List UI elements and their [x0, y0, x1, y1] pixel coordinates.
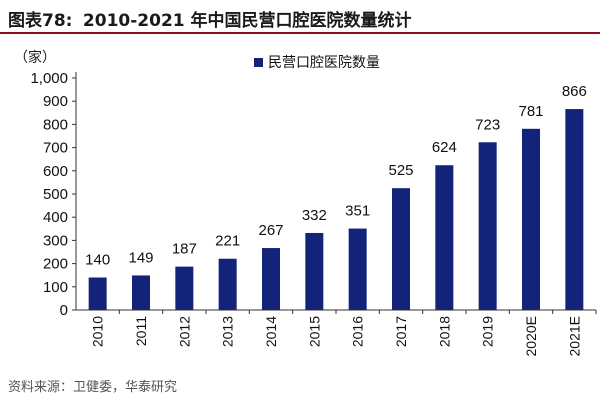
bar — [305, 232, 324, 310]
bar — [132, 275, 150, 310]
x-tick-label: 2010 — [90, 316, 106, 347]
data-label: 525 — [388, 162, 413, 179]
x-tick-label: 2013 — [220, 316, 236, 347]
y-tick-label: 200 — [43, 256, 68, 273]
figure-label: 图表78: — [8, 11, 73, 31]
data-label: 351 — [345, 203, 370, 220]
data-label: 221 — [215, 233, 240, 250]
y-axis-unit: （家） — [14, 49, 56, 66]
bar-chart: （家） 0 100 200 300 400 500 600 700 800 900 1,000 140 2… — [14, 49, 597, 356]
y-tick-label: 800 — [43, 116, 68, 133]
x-tick-label: 2020E — [523, 316, 539, 356]
data-label: 332 — [302, 207, 327, 224]
y-tick-label: 100 — [43, 279, 68, 296]
x-tick-label: 2011 — [133, 316, 149, 346]
bar — [218, 258, 237, 310]
y-tick-label: 300 — [43, 232, 68, 249]
bar — [392, 188, 410, 310]
x-tick-label: 2012 — [176, 316, 192, 347]
bar — [348, 228, 367, 310]
source-note: 资料来源：卫健委，华泰研究 — [8, 380, 178, 395]
y-tick-label: 400 — [43, 209, 68, 226]
x-tick-label: 2019 — [480, 316, 496, 347]
data-label: 149 — [128, 249, 153, 266]
figure-title-text: 2010-2021 年中国民营口腔医院数量统计 — [82, 11, 412, 31]
x-tick-label: 2018 — [436, 316, 452, 347]
title-divider — [0, 32, 600, 34]
x-tick-label: 2021E — [566, 316, 582, 356]
bar — [522, 128, 540, 310]
x-tick-label: 2016 — [350, 316, 366, 347]
bar — [435, 165, 454, 310]
x-tick-label: 2014 — [263, 316, 279, 347]
data-label: 187 — [172, 241, 197, 258]
bar — [565, 109, 584, 310]
data-label: 866 — [562, 83, 587, 100]
data-label: 781 — [518, 103, 543, 120]
data-label: 140 — [85, 252, 110, 269]
x-tick-label: 2015 — [306, 316, 322, 347]
bar — [175, 266, 194, 310]
legend-swatch — [254, 58, 263, 67]
x-tick-label: 2017 — [393, 316, 409, 347]
y-tick-label: 900 — [43, 93, 68, 110]
y-tick-label: 1,000 — [30, 70, 68, 87]
data-label: 267 — [258, 222, 283, 239]
y-tick-label: 600 — [43, 163, 68, 180]
legend-label: 民营口腔医院数量 — [268, 55, 380, 71]
y-tick-label: 500 — [43, 186, 68, 203]
bar — [88, 277, 107, 310]
y-tick-label: 0 — [60, 302, 68, 319]
bar — [262, 248, 280, 310]
y-tick-label: 700 — [43, 140, 68, 157]
figure-title: 图表78: 2010-2021 年中国民营口腔医院数量统计 — [8, 6, 594, 32]
data-label: 624 — [432, 139, 457, 156]
data-label: 723 — [475, 116, 500, 133]
bar — [478, 142, 497, 310]
